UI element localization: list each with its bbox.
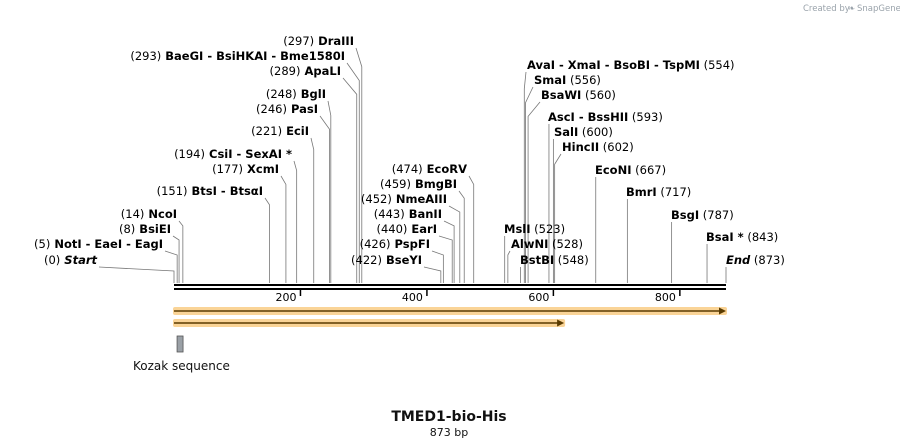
site-mid-banii[interactable]: (443) BanII [374, 207, 442, 221]
leader-smai [525, 86, 534, 283]
feature-track [173, 307, 727, 327]
site-left-baegi[interactable]: (293) BaeGI - BsiHKAI - Bme1580I [130, 49, 345, 63]
site-mid-nmeaiii[interactable]: (452) NmeAIII [361, 192, 447, 206]
site-left-pasi[interactable]: (246) PasI [256, 102, 318, 116]
kozak-marker[interactable] [176, 335, 184, 353]
site-labels: (0) Start (5) NotI - EaeI - EagI(8) BsiEI… [34, 34, 785, 267]
site-mid-bseyi[interactable]: (422) BseYI [351, 253, 422, 267]
site-right-bsgi[interactable]: BsgI (787) [671, 208, 734, 222]
credit-watermark: Created by ❧ SnapGene [803, 4, 900, 14]
kozak-feature[interactable]: Kozak sequence [133, 335, 230, 373]
tick-label-400: 400 [402, 291, 423, 304]
site-leader-lines [98, 47, 727, 283]
leader-csii [293, 160, 298, 283]
site-right-bsawi[interactable]: BsaWI (560) [541, 88, 616, 102]
tick-label-200: 200 [275, 291, 296, 304]
leader-xcmi [280, 175, 287, 283]
leader-ecii [310, 137, 315, 283]
leader-avai [523, 71, 527, 283]
leader-bmgbi [458, 190, 465, 283]
site-left-bsiei[interactable]: (8) BsiEI [119, 222, 171, 236]
leader-hincii [554, 153, 562, 283]
site-right-bsai[interactable]: BsaI * (843) [706, 230, 778, 244]
site-right-avai[interactable]: AvaI - XmaI - BsoBI - TspMI (554) [527, 58, 735, 72]
site-left-btsi[interactable]: (151) BtsI - BtsαI [157, 184, 263, 198]
kozak-label: Kozak sequence [133, 359, 230, 373]
site-right-asci[interactable]: AscI - BssHII (593) [548, 110, 663, 124]
credit-brand: SnapGene [857, 4, 900, 14]
feature-orf-long[interactable] [173, 307, 727, 315]
site-left-xcmi[interactable]: (177) XcmI [212, 162, 279, 176]
leader-draiii [355, 47, 363, 283]
site-mid-ecorv[interactable]: (474) EcoRV [392, 162, 467, 176]
leader-banii [443, 220, 455, 283]
leader-pasi [319, 115, 330, 283]
leader-bgli [327, 100, 332, 283]
site-right-msli[interactable]: MslI (523) [504, 222, 565, 236]
dna-backbone [174, 284, 726, 290]
site-right-econi[interactable]: EcoNI (667) [595, 163, 666, 177]
site-left-start[interactable]: (0) Start [44, 253, 98, 267]
site-left-noti[interactable]: (5) NotI - EaeI - EagI [34, 237, 163, 251]
site-left-csii[interactable]: (194) CsiI - SexAI * [174, 147, 292, 161]
leader-pspfi [431, 250, 444, 283]
site-right-end[interactable]: End (873) [726, 253, 785, 267]
site-mid-pspfi[interactable]: (426) PspFI [360, 237, 430, 251]
sequence-length: 873 bp [430, 426, 468, 439]
leader-start [98, 266, 175, 283]
site-left-draiii[interactable]: (297) DraIII [283, 34, 354, 48]
leader-noti [164, 250, 178, 283]
credit-prefix: Created by [803, 4, 850, 14]
site-right-alwni[interactable]: AlwNI (528) [511, 237, 583, 251]
site-right-hincii[interactable]: HincII (602) [562, 140, 634, 154]
leader-baegi [346, 62, 360, 283]
leader-btsi [264, 197, 270, 283]
site-right-smai[interactable]: SmaI (556) [534, 73, 601, 87]
site-left-ncoi[interactable]: (14) NcoI [121, 207, 177, 221]
leader-alwni [507, 250, 511, 283]
site-mid-bmgbi[interactable]: (459) BmgBI [380, 177, 457, 191]
site-right-bstbi[interactable]: BstBI (548) [520, 253, 589, 267]
leader-ncoi [178, 220, 184, 283]
feature-orf-short[interactable] [173, 319, 566, 327]
site-left-ecii[interactable]: (221) EciI [251, 124, 309, 138]
leader-bsiei [172, 235, 180, 283]
leader-eari [438, 235, 453, 283]
sequence-title: TMED1-bio-His [391, 409, 506, 425]
leader-bsawi [527, 101, 541, 283]
ruler-ticks: 200 400 600 800 [275, 290, 681, 304]
site-right-bmri[interactable]: BmrI (717) [626, 185, 691, 199]
site-mid-eari[interactable]: (440) EarI [376, 222, 437, 236]
leader-ecorv [468, 175, 475, 283]
orf-long-arrowhead-icon [719, 307, 726, 315]
leader-nmeaiii [448, 205, 461, 283]
site-right-sali[interactable]: SalI (600) [554, 125, 613, 139]
snapgene-logo-icon: ❧ [848, 4, 855, 14]
site-left-apali[interactable]: (289) ApaLI [270, 64, 341, 78]
leader-apali [342, 77, 358, 283]
orf-short-arrowhead-icon [557, 319, 565, 327]
tick-label-800: 800 [655, 291, 676, 304]
tick-label-600: 600 [528, 291, 549, 304]
leader-bseyi [423, 266, 442, 283]
site-left-bgli[interactable]: (248) BglI [266, 87, 326, 101]
